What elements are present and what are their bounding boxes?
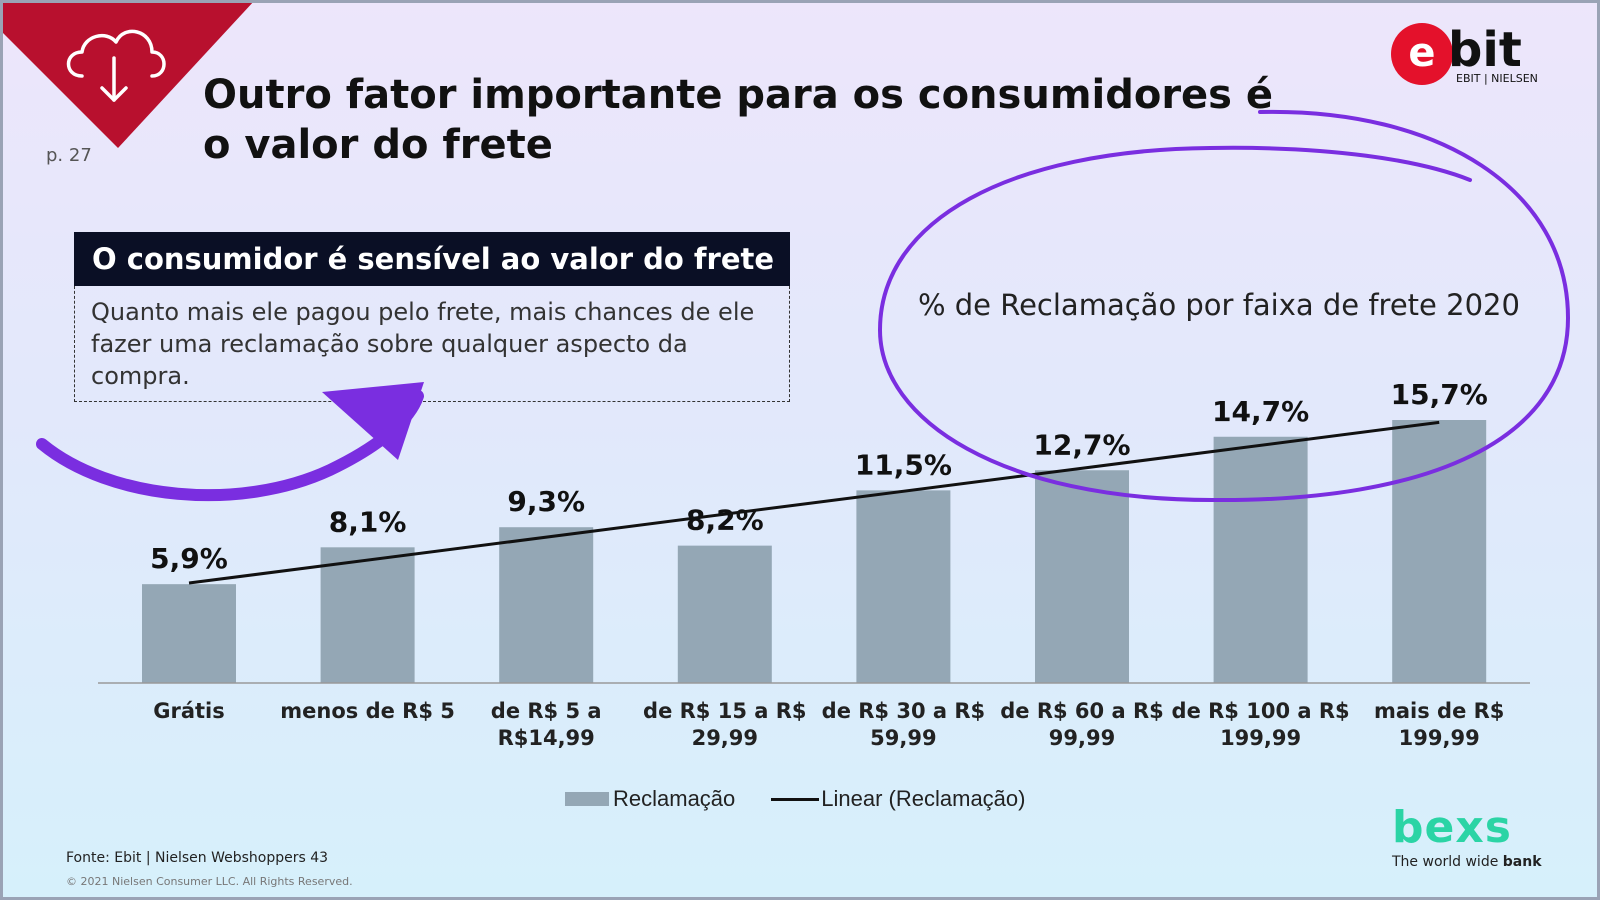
- category-label-1-0: menos de R$ 5: [280, 699, 455, 723]
- category-label-5-0: de R$ 60 a R$: [1000, 699, 1163, 723]
- bar-7: [1392, 420, 1487, 683]
- legend-item-bars: Reclamação: [613, 786, 736, 811]
- category-label-6-1: 199,99: [1220, 726, 1301, 750]
- page-title: Outro fator importante para os consumido…: [203, 72, 1274, 168]
- category-label-3-0: de R$ 15 a R$: [643, 699, 806, 723]
- category-label-4-0: de R$ 30 a R$: [822, 699, 985, 723]
- legend-swatch-bar: [565, 792, 609, 806]
- bexs-logo: bexs The world wide bank: [1392, 806, 1542, 878]
- category-label-6-0: de R$ 100 a R$: [1172, 699, 1350, 723]
- bar-2: [499, 527, 594, 683]
- bar-6: [1213, 436, 1308, 683]
- category-label-7-1: 199,99: [1399, 726, 1480, 750]
- category-label-7-0: mais de R$: [1374, 699, 1504, 723]
- legend-swatch-line: [771, 797, 820, 801]
- ebit-logo: e bit EBIT | NIELSEN: [1390, 18, 1540, 88]
- value-label-1: 8,1%: [329, 505, 407, 538]
- value-label-7: 15,7%: [1391, 378, 1488, 411]
- bexs-tagline: The world wide bank: [1392, 854, 1542, 870]
- corner-badge: [0, 0, 255, 148]
- value-label-5: 12,7%: [1033, 428, 1130, 461]
- category-label-3-1: 29,99: [692, 726, 758, 750]
- callout-heading: O consumidor é sensível ao valor do fret…: [74, 232, 790, 286]
- page-number: p. 27: [46, 145, 92, 166]
- arrowhead-annotation: [322, 382, 424, 460]
- chart-legend: Reclamação Linear (Reclamação): [565, 786, 1025, 812]
- bar-1: [320, 547, 415, 683]
- bexs-wordmark: bexs: [1392, 802, 1512, 853]
- category-label-5-1: 99,99: [1049, 726, 1115, 750]
- value-label-3: 8,2%: [686, 504, 764, 537]
- callout-body: Quanto mais ele pagou pelo frete, mais c…: [74, 286, 790, 402]
- value-label-0: 5,9%: [150, 542, 228, 575]
- ebit-letter: e: [1408, 30, 1435, 76]
- corner-triangle: [0, 0, 255, 148]
- bar-3: [677, 545, 772, 683]
- cloud-download-icon: [66, 29, 166, 102]
- value-label-6: 14,7%: [1212, 395, 1309, 428]
- category-label-4-1: 59,99: [870, 726, 936, 750]
- chart-subtitle: % de Reclamação por faixa de frete 2020: [918, 288, 1520, 322]
- ellipse-annotation: [877, 109, 1571, 503]
- category-label-0-0: Grátis: [153, 699, 225, 723]
- bar-4: [856, 490, 951, 683]
- trendline: [188, 420, 1440, 585]
- ebit-word: bit: [1448, 22, 1522, 78]
- bar-0: [142, 584, 236, 683]
- copyright-note: © 2021 Nielsen Consumer LLC. All Rights …: [66, 875, 353, 888]
- legend-item-trend: Linear (Reclamação): [821, 786, 1026, 811]
- value-label-4: 11,5%: [855, 448, 952, 481]
- source-note: Fonte: Ebit | Nielsen Webshoppers 43: [66, 850, 329, 866]
- category-label-2-1: R$14,99: [498, 726, 595, 750]
- value-label-2: 9,3%: [507, 485, 585, 518]
- category-label-2-0: de R$ 5 a: [491, 699, 602, 723]
- bar-5: [1035, 470, 1129, 683]
- ebit-sub: EBIT | NIELSEN: [1456, 72, 1538, 85]
